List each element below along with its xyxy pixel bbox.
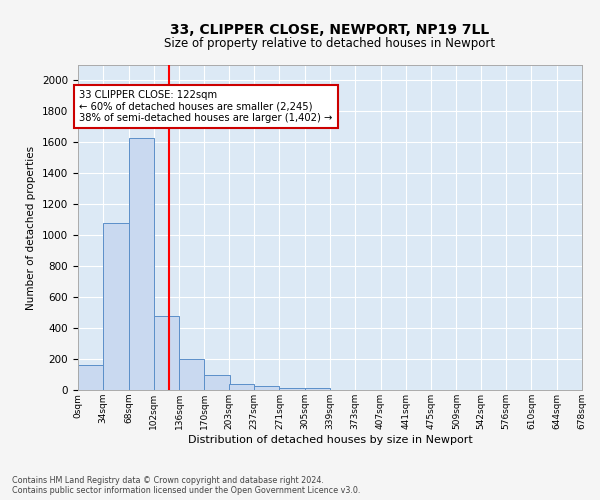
- Bar: [154, 316, 179, 390]
- Bar: [205, 374, 230, 390]
- Text: Contains public sector information licensed under the Open Government Licence v3: Contains public sector information licen…: [12, 486, 361, 495]
- Bar: [280, 388, 305, 390]
- Bar: [78, 365, 103, 390]
- Text: Size of property relative to detached houses in Newport: Size of property relative to detached ho…: [164, 38, 496, 51]
- Bar: [128, 138, 154, 390]
- X-axis label: Distribution of detached houses by size in Newport: Distribution of detached houses by size …: [188, 434, 472, 444]
- Y-axis label: Number of detached properties: Number of detached properties: [26, 146, 37, 310]
- Bar: [305, 388, 330, 390]
- Bar: [254, 386, 280, 390]
- Text: 33 CLIPPER CLOSE: 122sqm
← 60% of detached houses are smaller (2,245)
38% of sem: 33 CLIPPER CLOSE: 122sqm ← 60% of detach…: [79, 90, 333, 123]
- Bar: [229, 384, 254, 390]
- Bar: [103, 223, 128, 390]
- Bar: [179, 359, 205, 390]
- Text: Contains HM Land Registry data © Crown copyright and database right 2024.: Contains HM Land Registry data © Crown c…: [12, 476, 324, 485]
- Text: 33, CLIPPER CLOSE, NEWPORT, NP19 7LL: 33, CLIPPER CLOSE, NEWPORT, NP19 7LL: [170, 22, 490, 36]
